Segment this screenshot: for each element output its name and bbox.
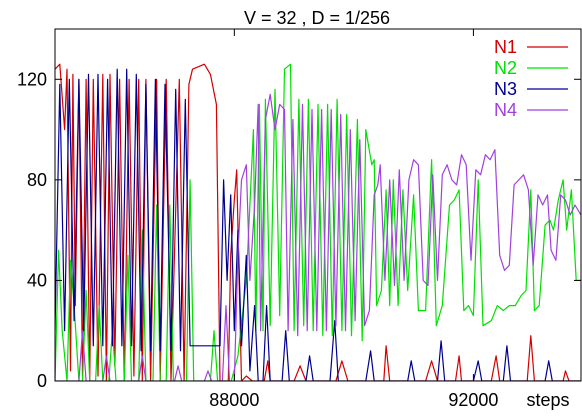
series-line-n1 <box>55 63 581 381</box>
y-tick-label: 120 <box>17 69 47 89</box>
y-tick-label: 80 <box>27 170 47 190</box>
x-axis-label: steps <box>526 390 569 410</box>
legend-label-n2: N2 <box>494 58 517 78</box>
series-layer <box>55 63 581 381</box>
chart-title: V = 32 , D = 1/256 <box>244 8 390 28</box>
axes: 0 40 80 120 88000 92000 <box>17 29 581 410</box>
x-tick-label: 92000 <box>448 390 498 410</box>
series-line-n2 <box>55 63 581 381</box>
series-line-n3 <box>55 68 581 381</box>
y-tick-label: 0 <box>37 371 47 391</box>
legend-label-n3: N3 <box>494 79 517 99</box>
legend-label-n4: N4 <box>494 100 517 120</box>
x-tick-label: 88000 <box>209 390 259 410</box>
y-tick-label: 40 <box>27 270 47 290</box>
series-line-n4 <box>55 93 581 381</box>
plot-frame <box>54 28 582 382</box>
legend-label-n1: N1 <box>494 37 517 57</box>
